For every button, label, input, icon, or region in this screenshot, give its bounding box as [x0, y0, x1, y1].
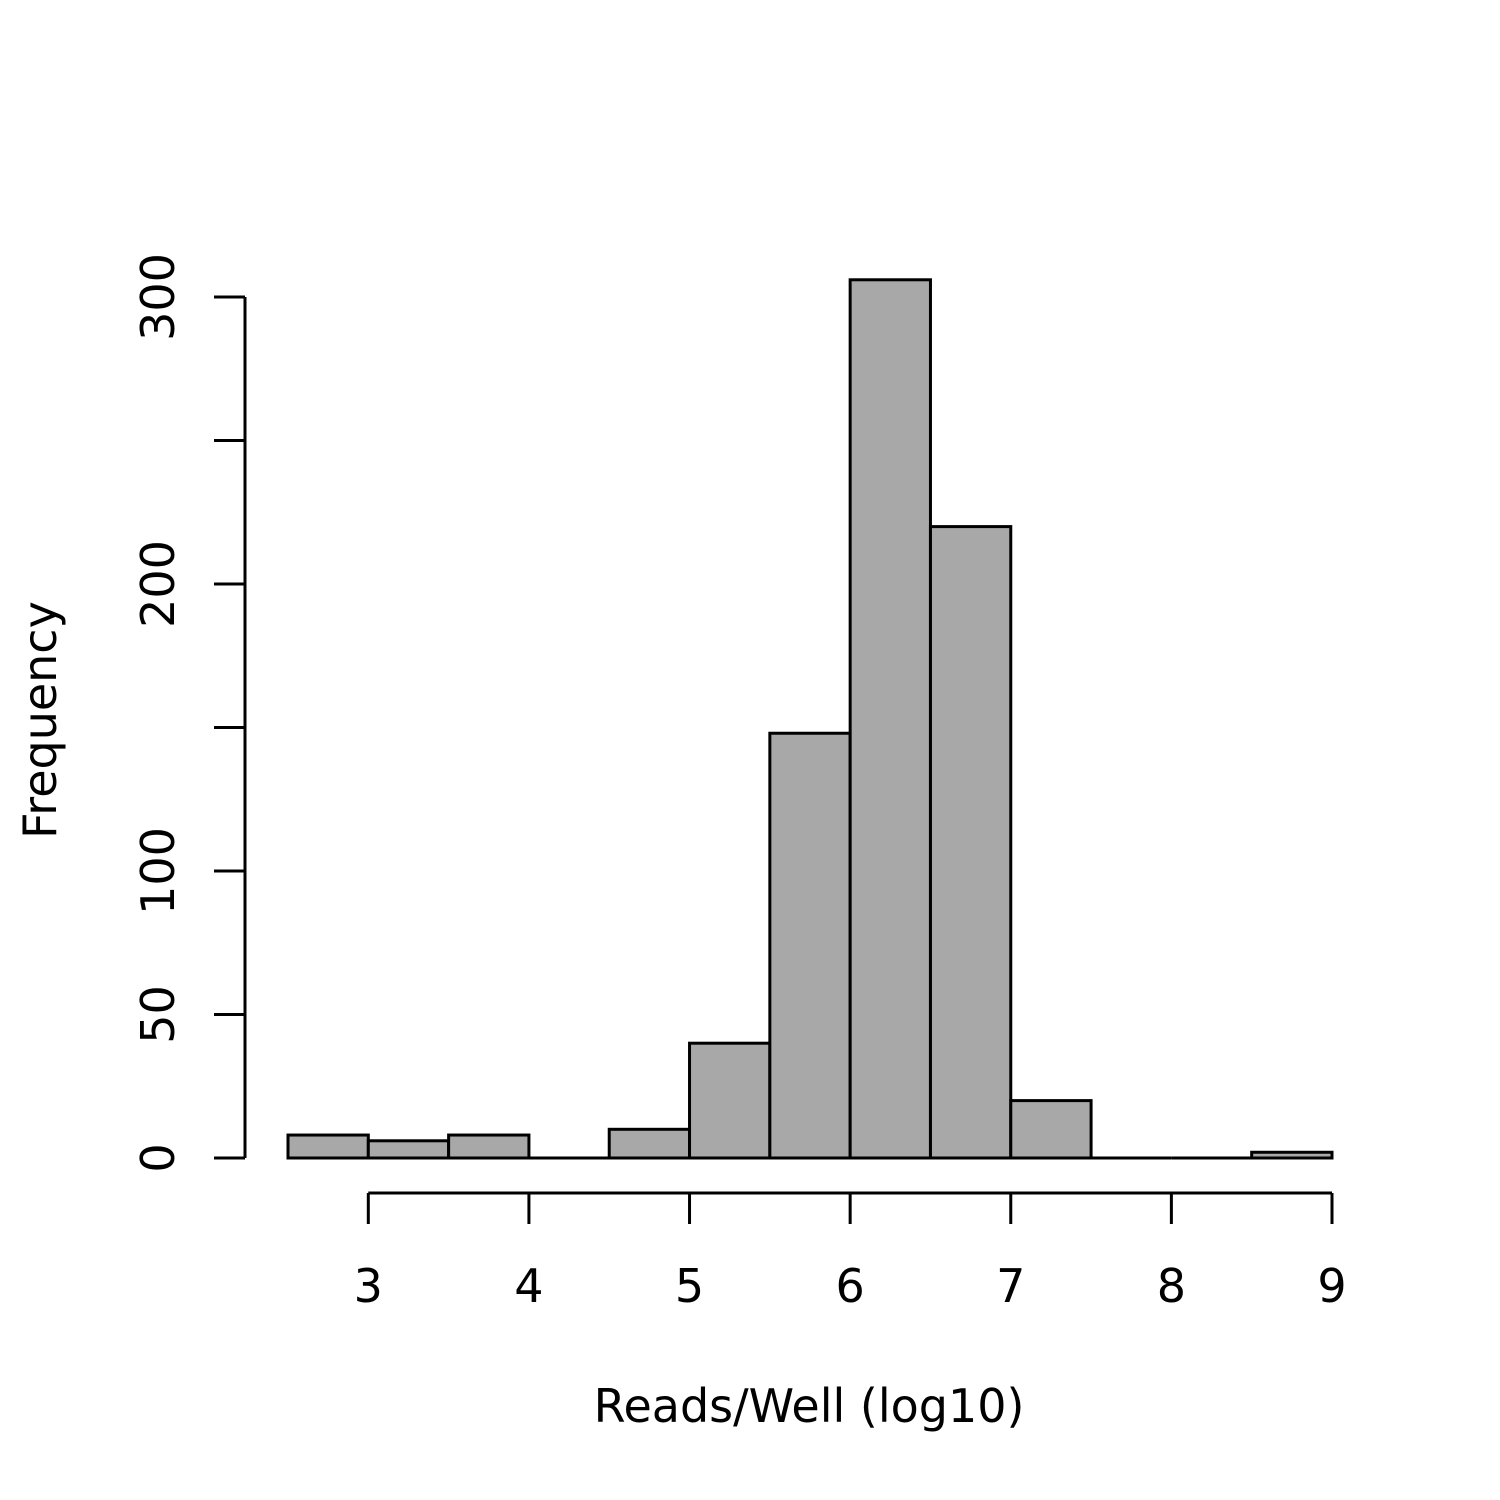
x-tick-label: 9: [1317, 1259, 1346, 1313]
y-tick-label: 100: [131, 827, 185, 915]
histogram-bar: [848, 278, 932, 1160]
x-tick-label: 5: [675, 1259, 704, 1313]
y-axis: 0 50 100 200 300: [131, 253, 247, 1173]
histogram-bar: [447, 1133, 531, 1160]
y-tick-label: 200: [131, 540, 185, 628]
y-axis-label: Frequency: [13, 601, 67, 839]
histogram-bar: [1250, 1150, 1334, 1160]
x-tick-label: 8: [1157, 1259, 1186, 1313]
histogram-bar: [366, 1139, 451, 1160]
histogram-bar: [286, 1133, 370, 1160]
histogram-bar: [768, 731, 852, 1160]
histogram-bar: [928, 525, 1013, 1160]
x-tick-label: 7: [996, 1259, 1025, 1313]
x-tick-label: 4: [514, 1259, 543, 1313]
bars-group: [286, 278, 1334, 1160]
x-axis-label: Reads/Well (log10): [594, 1379, 1025, 1433]
x-tick-label: 6: [836, 1259, 865, 1313]
x-axis: 3 4 5 6 7 8 9: [354, 1191, 1347, 1313]
histogram-bar: [1009, 1099, 1093, 1160]
histogram-bar: [688, 1041, 772, 1160]
y-tick-label: 300: [131, 253, 185, 341]
histogram-bar: [607, 1127, 692, 1160]
x-tick-label: 3: [354, 1259, 383, 1313]
y-tick-label: 0: [131, 1143, 185, 1172]
y-tick-label: 50: [131, 985, 185, 1044]
